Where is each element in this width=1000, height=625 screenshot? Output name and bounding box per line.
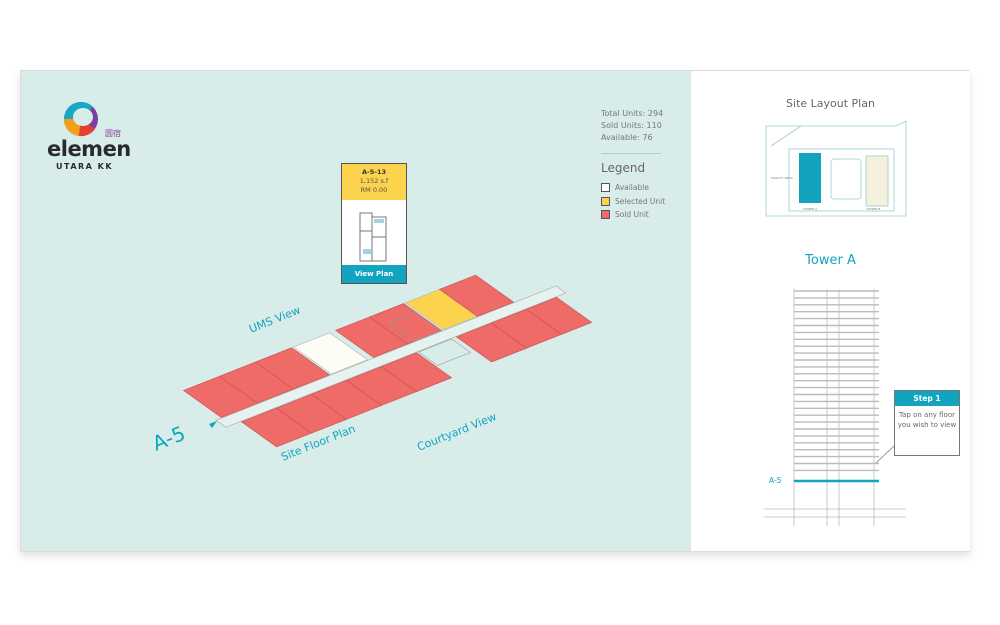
callout-text: Tap on any floor you wish to view: [897, 411, 957, 429]
unit-available[interactable]: [292, 332, 369, 375]
site-layout-map[interactable]: FACILITY DECK TOWER A TOWER B: [765, 120, 907, 217]
available-units: Available: 76: [601, 133, 653, 142]
corridor: [215, 285, 567, 428]
unit-price: RM 0.00: [360, 186, 388, 194]
unit-sold[interactable]: [254, 347, 331, 390]
svg-text:TOWER A: TOWER A: [802, 207, 818, 211]
tower-title: Tower A: [805, 253, 856, 268]
svg-text:TOWER B: TOWER B: [865, 207, 880, 211]
view-plan-button[interactable]: View Plan: [342, 265, 406, 283]
unit-sold[interactable]: [380, 352, 453, 392]
legend-selected: Selected Unit: [601, 195, 665, 209]
unit-card-header: A-5-13 1,152 s.f RM 0.00: [342, 164, 406, 200]
legend-label: Selected Unit: [615, 196, 666, 206]
legend: Available Selected Unit Sold Unit: [601, 181, 665, 222]
callout-title: Step 1: [895, 391, 959, 406]
logo-subtitle: UTARA KK: [56, 162, 114, 171]
courtyard-view-label: Courtyard View: [415, 410, 498, 454]
sold-units: Sold Units: 110: [601, 121, 662, 130]
floor-label: A-5: [769, 476, 782, 485]
step-callout: Step 1 Tap on any floor you wish to view: [894, 390, 960, 456]
callout-pointer: [875, 445, 895, 464]
unit-size: 1,152 s.f: [359, 177, 389, 185]
ums-view-label: UMS View: [247, 303, 302, 335]
floor-label-large: A-5: [149, 421, 189, 456]
divider: [601, 153, 661, 154]
logo-mark: [63, 102, 98, 137]
svg-text:FACILITY DECK: FACILITY DECK: [771, 176, 794, 180]
legend-label: Available: [615, 183, 649, 193]
swatch: [601, 196, 610, 206]
logo-chinese: 圆宿: [105, 129, 121, 138]
site-layout-title: Site Layout Plan: [786, 97, 875, 110]
tower-panel: Site Layout Plan FACILITY DECK TOWER A T…: [691, 71, 970, 551]
floor-marker-icon: [209, 421, 217, 428]
core-stairs: [388, 312, 442, 342]
app-frame: UMS View Site Floor Plan Courtyard View A-5…: [20, 70, 970, 552]
logo-name: elemen: [47, 137, 131, 161]
unit-id: A-5-13: [362, 168, 386, 176]
tower-diagram: FACILITY DECK TOWER A TOWER B: [764, 120, 907, 526]
legend-title: Legend: [601, 161, 646, 175]
unit-floorplan-thumbnail: [359, 212, 387, 262]
swatch: [601, 183, 610, 193]
unit-sold[interactable]: [438, 274, 515, 317]
legend-label: Sold Unit: [615, 210, 649, 220]
core-stairs: [417, 338, 472, 366]
floor-panel: UMS View Site Floor Plan Courtyard View A-5…: [21, 71, 691, 551]
legend-sold: Sold Unit: [601, 208, 665, 222]
swatch: [601, 210, 610, 220]
unit-stats: Total Units: 294 Sold Units: 110 Availab…: [601, 108, 663, 144]
legend-available: Available: [601, 181, 665, 195]
unit-sold[interactable]: [525, 297, 593, 335]
unit-card: A-5-13 1,152 s.f RM 0.00 View Plan: [341, 163, 407, 284]
total-units: Total Units: 294: [601, 109, 664, 118]
